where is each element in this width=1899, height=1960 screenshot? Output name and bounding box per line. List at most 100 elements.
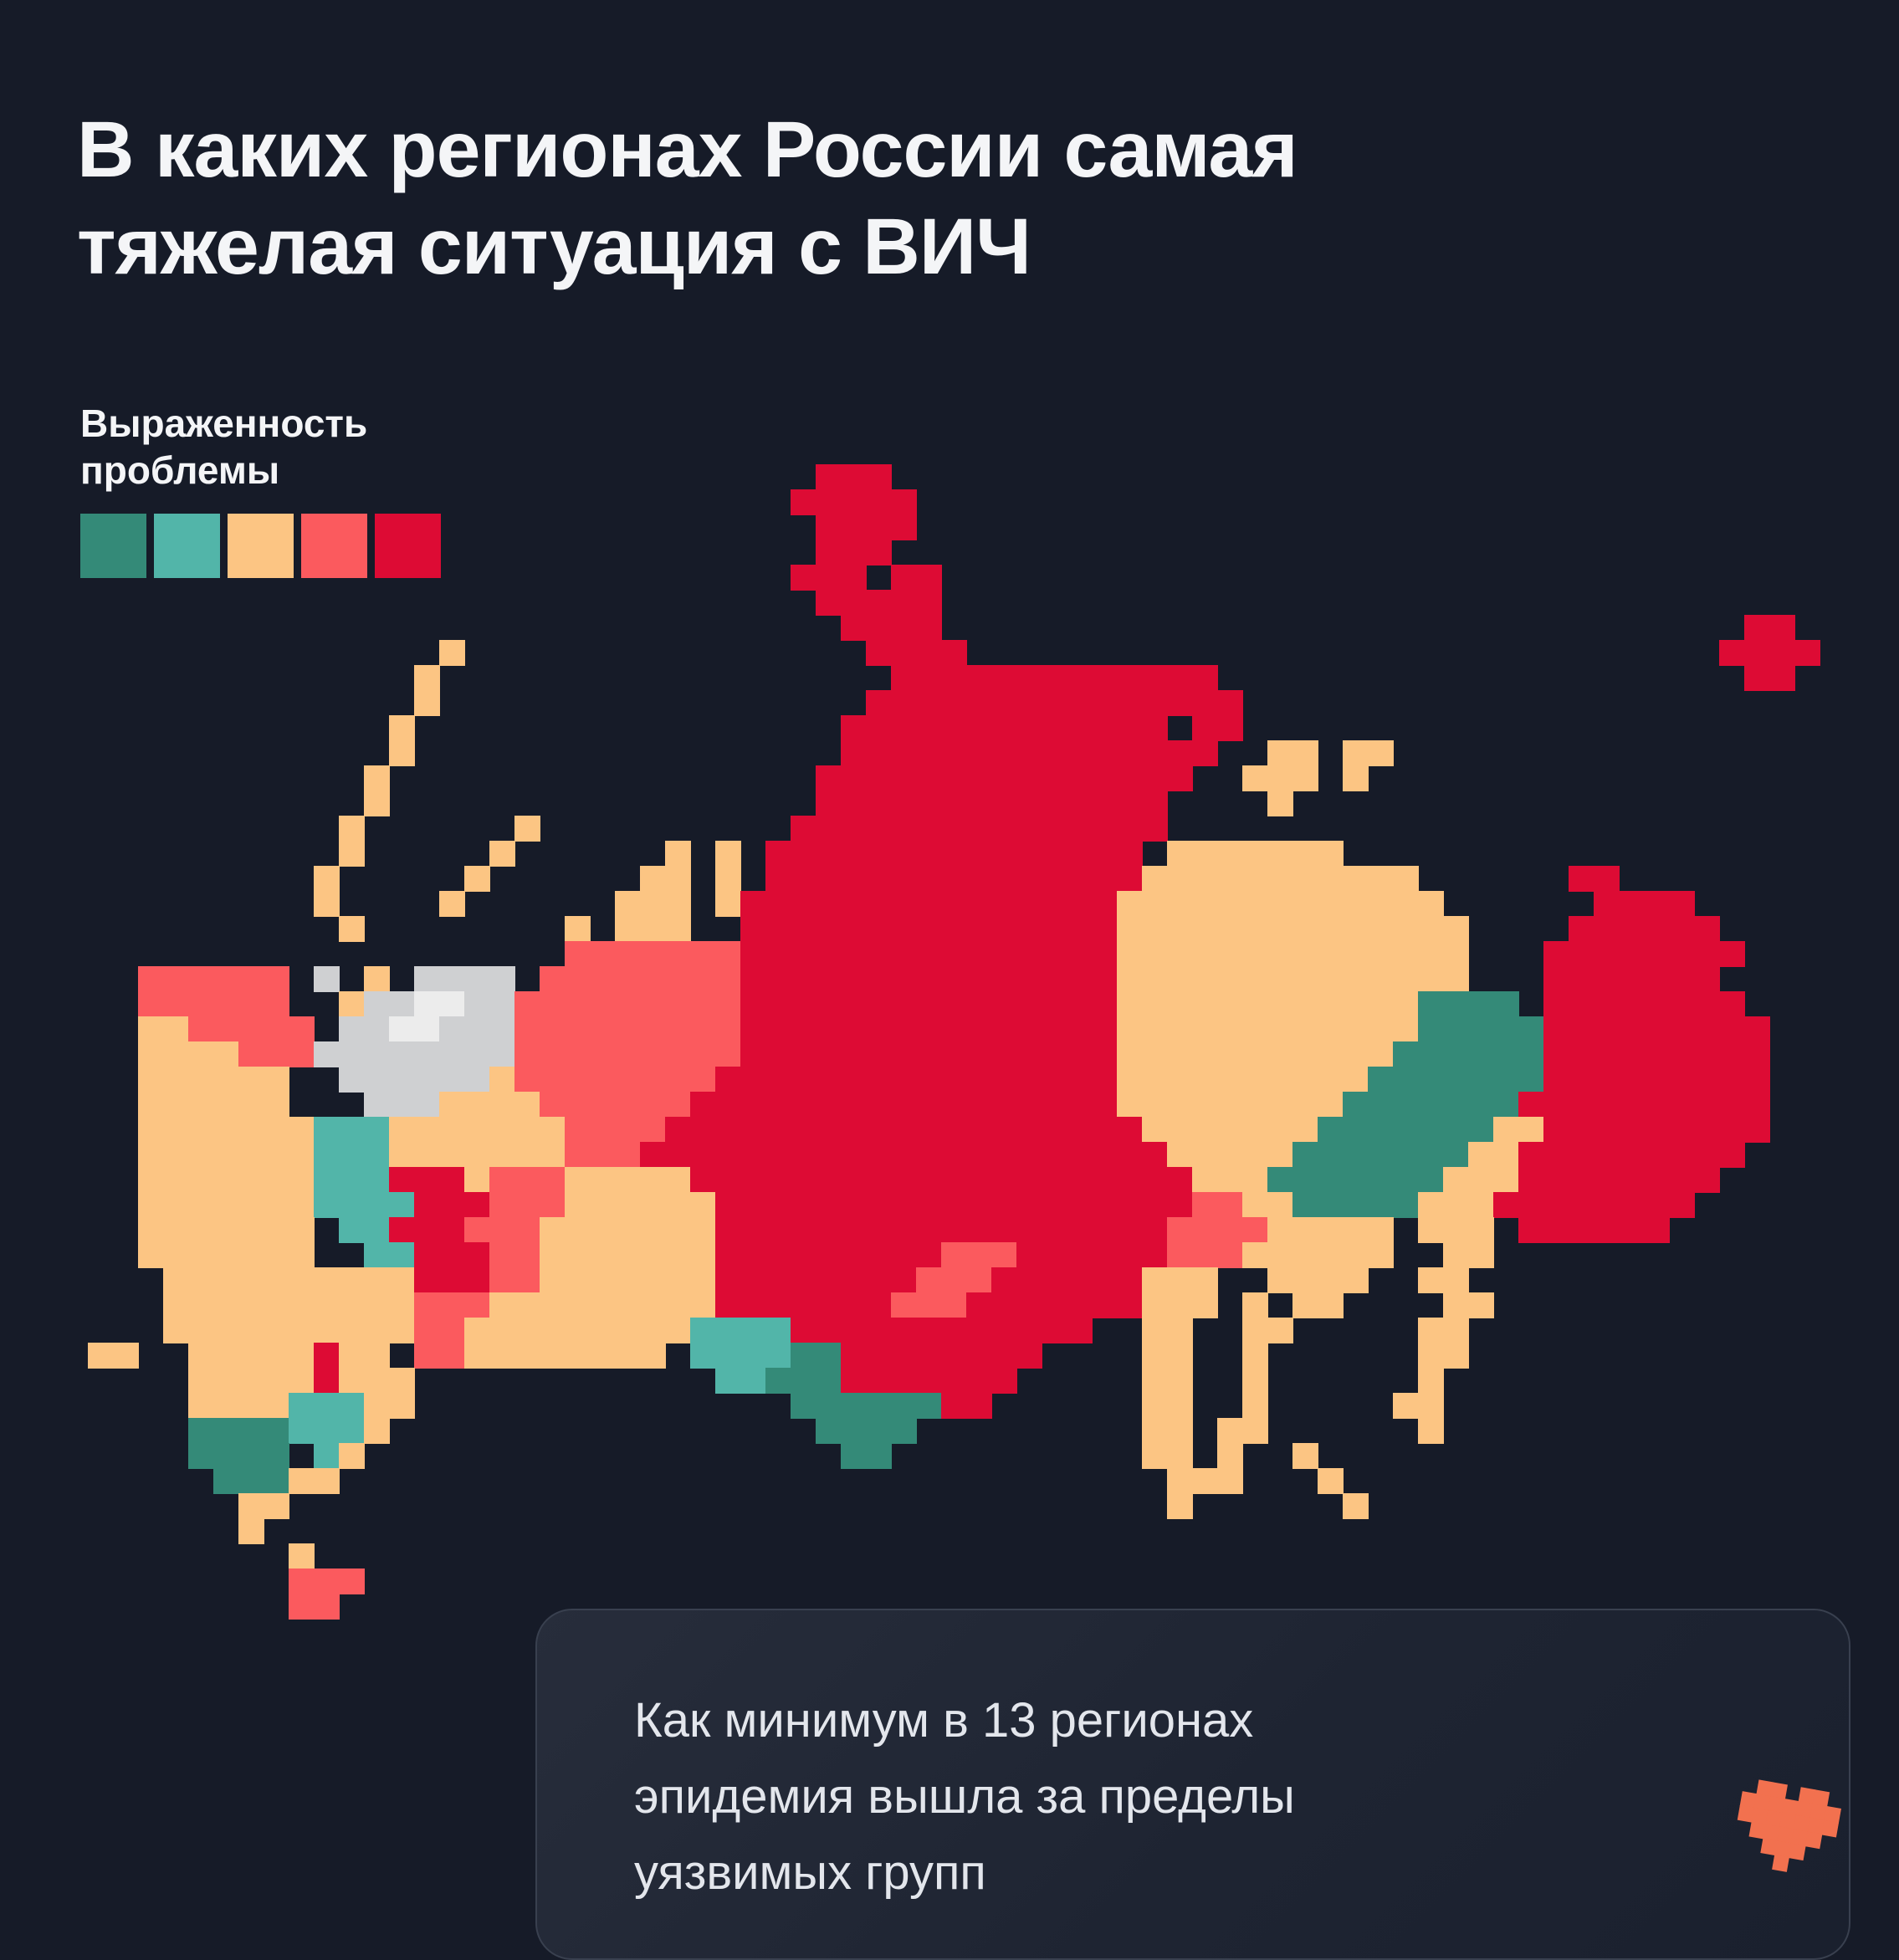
map-cell — [1016, 1167, 1042, 1193]
map-cell — [1468, 1067, 1494, 1093]
map-cell — [414, 690, 440, 716]
map-cell — [1393, 1393, 1419, 1419]
map-cell — [916, 640, 942, 666]
map-cell — [1016, 941, 1042, 967]
map-cell — [1669, 1092, 1695, 1118]
map-cell — [866, 765, 892, 791]
map-cell — [188, 1092, 214, 1118]
map-cell — [1669, 1117, 1695, 1143]
map-cell — [765, 916, 791, 942]
map-cell — [866, 1393, 892, 1419]
map-cell — [339, 1393, 365, 1419]
map-cell — [1042, 916, 1067, 942]
map-cell — [1217, 1468, 1243, 1494]
map-cell — [590, 941, 616, 967]
map-cell — [1694, 1142, 1720, 1168]
map-cell — [1067, 740, 1093, 766]
map-cell — [941, 1292, 967, 1318]
map-cell — [816, 816, 842, 842]
map-cell — [1443, 1318, 1469, 1343]
map-cell — [765, 891, 791, 917]
map-cell — [1468, 1041, 1494, 1067]
map-cell — [866, 615, 892, 641]
map-cell — [414, 1016, 440, 1042]
map-cell — [1669, 1192, 1695, 1218]
map-cell — [1117, 966, 1143, 992]
map-cell — [866, 916, 892, 942]
map-cell — [1117, 1267, 1143, 1293]
map-cell — [665, 916, 691, 942]
map-cell — [364, 1217, 390, 1243]
map-cell — [1569, 1192, 1594, 1218]
map-cell — [1669, 1167, 1695, 1193]
map-cell — [289, 1267, 315, 1293]
map-cell — [1016, 916, 1042, 942]
map-cell — [1217, 1016, 1243, 1042]
map-cell — [1418, 991, 1444, 1017]
map-cell — [1418, 1041, 1444, 1067]
map-cell — [941, 991, 967, 1017]
map-cell — [941, 1267, 967, 1293]
map-cell — [640, 1142, 666, 1168]
map-cell — [1242, 1393, 1268, 1419]
map-cell — [1368, 1117, 1394, 1143]
map-cell — [590, 1292, 616, 1318]
map-cell — [841, 615, 867, 641]
map-cell — [991, 1041, 1017, 1067]
map-cell — [991, 690, 1017, 716]
map-cell — [891, 565, 917, 591]
map-cell — [238, 1368, 264, 1394]
map-cell — [339, 1041, 365, 1067]
map-cell — [891, 1117, 917, 1143]
map-cell — [665, 1167, 691, 1193]
map-cell — [113, 1343, 139, 1369]
map-cell — [640, 1242, 666, 1268]
map-cell — [1518, 1041, 1544, 1067]
map-cell — [213, 1318, 239, 1343]
map-cell — [339, 1368, 365, 1394]
map-cell — [765, 1117, 791, 1143]
map-cell — [1042, 690, 1067, 716]
map-cell — [1167, 665, 1193, 691]
map-cell — [966, 665, 992, 691]
map-cell — [816, 941, 842, 967]
map-cell — [1142, 866, 1168, 892]
map-cell — [1142, 1393, 1168, 1419]
map-cell — [1418, 1368, 1444, 1394]
map-cell — [1543, 991, 1569, 1017]
map-cell — [866, 1242, 892, 1268]
map-cell — [489, 1067, 515, 1093]
map-cell — [1418, 1167, 1444, 1193]
map-cell — [1217, 1167, 1243, 1193]
map-cell — [740, 966, 766, 992]
map-cell — [1468, 1242, 1494, 1268]
map-cell — [1042, 1092, 1067, 1118]
map-cell — [765, 1292, 791, 1318]
map-cell — [264, 1318, 289, 1343]
map-cell — [1318, 1242, 1344, 1268]
map-cell — [1292, 1242, 1318, 1268]
map-cell — [1267, 1217, 1293, 1243]
map-cell — [966, 866, 992, 892]
map-cell — [665, 866, 691, 892]
map-cell — [1067, 1292, 1093, 1318]
map-cell — [816, 966, 842, 992]
map-cell — [690, 1092, 716, 1118]
map-cell — [464, 1192, 490, 1218]
map-cell — [1092, 740, 1118, 766]
map-cell — [213, 1016, 239, 1042]
map-cell — [264, 1041, 289, 1067]
map-cell — [665, 841, 691, 867]
map-cell — [966, 791, 992, 816]
map-cell — [966, 1368, 992, 1394]
map-cell — [163, 1067, 189, 1093]
map-cell — [289, 1217, 315, 1243]
map-cell — [715, 1067, 741, 1093]
map-cell — [1393, 916, 1419, 942]
map-cell — [816, 1318, 842, 1343]
map-cell — [264, 1167, 289, 1193]
map-cell — [941, 1217, 967, 1243]
map-cell — [464, 1016, 490, 1042]
map-cell — [364, 791, 390, 816]
map-cell — [816, 1393, 842, 1419]
